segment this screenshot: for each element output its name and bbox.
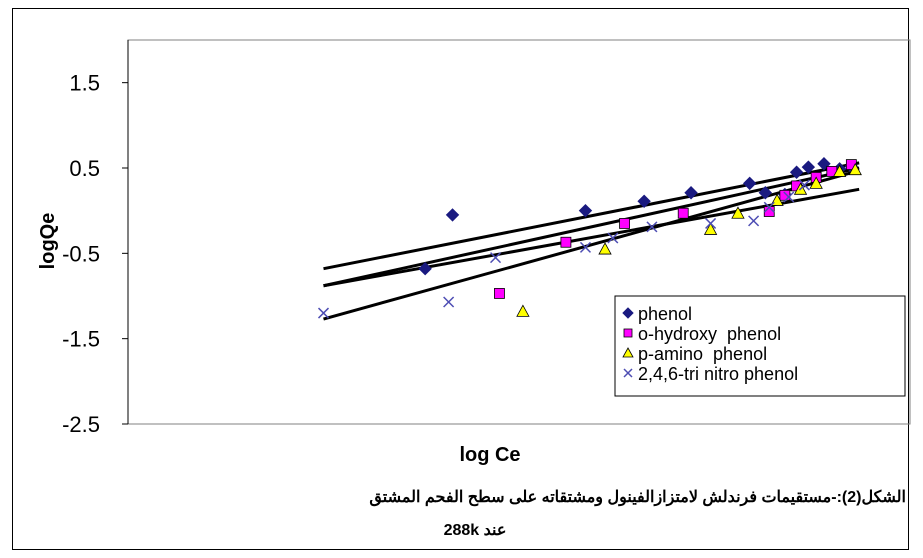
data-point-x	[317, 307, 330, 319]
y-tick-label: -2.5	[62, 412, 100, 437]
data-point-x	[443, 296, 455, 308]
y-axis-label: logQe	[37, 213, 59, 270]
data-point-x	[748, 215, 760, 227]
legend-marker	[623, 328, 633, 338]
data-point-diamond	[578, 203, 593, 218]
y-tick-label: 1.5	[69, 71, 100, 96]
data-point-square	[677, 207, 689, 219]
x-axis-label: log Ce	[459, 444, 520, 466]
data-point-diamond	[742, 176, 757, 191]
data-point-square	[619, 218, 630, 229]
data-point-square	[845, 159, 857, 170]
legend-box	[614, 295, 906, 397]
data-point-diamond	[684, 186, 698, 200]
legend-marker	[623, 368, 633, 378]
data-point-x	[646, 221, 658, 233]
data-point-triangle	[598, 242, 612, 255]
fit-line	[323, 187, 860, 288]
data-point-triangle	[516, 304, 530, 317]
data-point-diamond	[418, 261, 432, 276]
legend-marker	[622, 347, 634, 358]
legend-label: phenol	[638, 304, 692, 324]
data-point-x	[783, 191, 795, 203]
legend-label: o-hydroxy phenol	[638, 324, 781, 344]
fit-line	[323, 169, 860, 321]
legend-label: p-amino phenol	[638, 344, 767, 364]
fit-line	[323, 161, 860, 271]
y-tick-label: -0.5	[62, 241, 100, 266]
figure-frame	[12, 8, 909, 550]
data-point-x	[705, 217, 717, 229]
legend-marker	[622, 307, 634, 319]
data-point-x	[607, 232, 619, 244]
data-point-square	[560, 236, 572, 248]
data-point-square	[779, 189, 791, 201]
y-tick-label: 0.5	[69, 156, 100, 181]
data-point-triangle	[809, 176, 823, 189]
data-point-x	[798, 179, 810, 191]
figure-caption: الشكل(2):-مستقيمات فرندلش لامتزازالفينول…	[369, 489, 906, 506]
fit-line	[323, 166, 860, 288]
data-point-diamond	[637, 194, 651, 208]
data-point-triangle	[703, 222, 718, 235]
data-point-diamond	[758, 186, 773, 200]
data-point-triangle	[832, 164, 847, 177]
legend-label: 2,4,6-tri nitro phenol	[638, 364, 798, 384]
data-point-triangle	[848, 162, 862, 176]
data-point-diamond	[801, 160, 816, 174]
data-point-diamond	[789, 165, 804, 179]
y-tick-label: -1.5	[62, 327, 100, 352]
data-point-x	[490, 252, 502, 264]
data-point-diamond	[445, 208, 460, 222]
data-point-square	[494, 288, 505, 299]
figure-caption-temperature: عند 288k	[443, 522, 507, 539]
data-point-x	[763, 201, 775, 213]
data-point-triangle	[731, 206, 745, 219]
data-point-x	[579, 241, 592, 253]
